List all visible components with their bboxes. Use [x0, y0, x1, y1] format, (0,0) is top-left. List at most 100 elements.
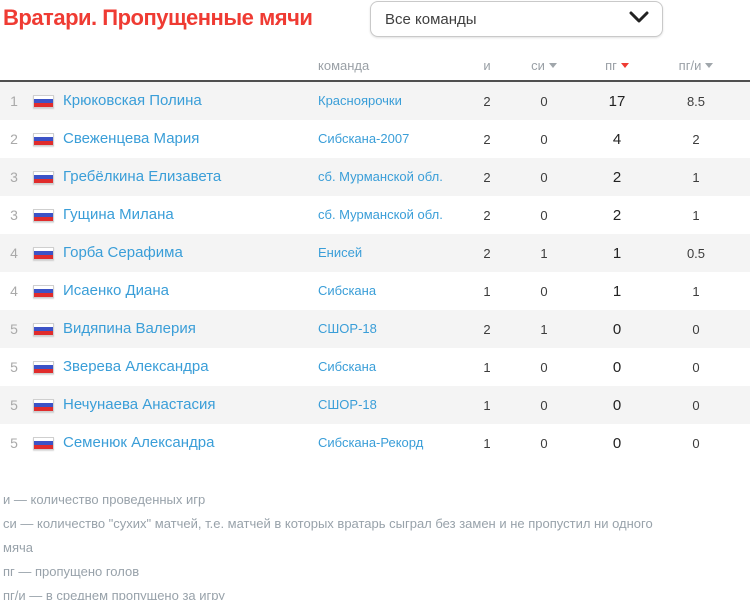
clean-sheets-cell: 1	[540, 245, 548, 261]
games-cell: 2	[483, 207, 491, 223]
rank-cell: 3	[10, 169, 18, 185]
flag-cell	[28, 246, 63, 260]
team-link[interactable]: Сибскана-2007	[318, 131, 410, 146]
team-filter-select[interactable]: Все команды	[370, 1, 663, 37]
player-cell: Крюковская Полина	[63, 92, 318, 110]
games-cell: 2	[483, 131, 491, 147]
rank-cell: 4	[10, 245, 18, 261]
legend: и — количество проведенных игр си — коли…	[3, 488, 653, 600]
conceded-cell: 0	[612, 320, 622, 338]
games-cell: 1	[483, 283, 491, 299]
flag-cell	[28, 94, 63, 108]
player-link[interactable]: Видяпина Валерия	[63, 320, 196, 337]
team-link[interactable]: СШОР-18	[318, 321, 377, 336]
player-link[interactable]: Зверева Александра	[63, 358, 209, 375]
conceded-cell: 1	[612, 244, 622, 262]
player-cell: Семенюк Александра	[63, 434, 318, 452]
per-game-cell: 2	[692, 131, 700, 147]
conceded-cell: 4	[612, 130, 622, 148]
russia-flag-icon	[33, 398, 54, 412]
player-cell: Исаенко Диана	[63, 282, 318, 300]
player-link[interactable]: Свеженцева Мария	[63, 130, 200, 147]
clean-sheets-cell: 0	[540, 359, 548, 375]
team-cell: Сибскана-2007	[318, 130, 463, 148]
clean-sheets-cell: 0	[540, 169, 548, 185]
player-cell: Свеженцева Мария	[63, 130, 318, 148]
team-link[interactable]: Красноярочки	[318, 93, 402, 108]
page-title: Вратари. Пропущенные мячи	[3, 5, 313, 30]
conceded-cell: 2	[612, 168, 622, 186]
player-link[interactable]: Исаенко Диана	[63, 282, 169, 299]
team-link[interactable]: сб. Мурманской обл.	[318, 207, 443, 222]
russia-flag-icon	[33, 284, 54, 298]
player-link[interactable]: Горба Серафима	[63, 244, 183, 261]
team-link[interactable]: Сибскана	[318, 359, 377, 374]
flag-cell	[28, 170, 63, 184]
flag-cell	[28, 132, 63, 146]
rank-cell: 5	[10, 321, 18, 337]
table-row: 5 Зверева Александра Сибскана 1 0 0 0	[0, 348, 750, 386]
topbar: Вратари. Пропущенные мячи Все команды	[0, 0, 750, 44]
conceded-cell: 2	[612, 206, 622, 224]
table-row: 2 Свеженцева Мария Сибскана-2007 2 0 4 2	[0, 120, 750, 158]
flag-cell	[28, 436, 63, 450]
team-link[interactable]: сб. Мурманской обл.	[318, 169, 443, 184]
per-game-cell: 0.5	[686, 245, 706, 261]
player-cell: Гущина Милана	[63, 206, 318, 224]
per-game-cell: 1	[692, 283, 700, 299]
dropdown-chevron-icon	[629, 10, 649, 28]
conceded-cell: 17	[608, 92, 626, 110]
russia-flag-icon	[33, 94, 54, 108]
header-team[interactable]: команда	[318, 58, 370, 73]
table-header-row: команда и си пг пг/и	[0, 56, 750, 82]
legend-line-per-game: пг/и — в среднем пропущено за игру	[3, 588, 225, 600]
header-conceded[interactable]: пг	[577, 58, 657, 73]
player-link[interactable]: Гребёлкина Елизавета	[63, 168, 222, 185]
team-link[interactable]: Сибскана-Рекорд	[318, 435, 424, 450]
player-link[interactable]: Гущина Милана	[63, 206, 174, 223]
table-row: 3 Гущина Милана сб. Мурманской обл. 2 0 …	[0, 196, 750, 234]
per-game-cell: 8.5	[686, 93, 706, 109]
player-cell: Видяпина Валерия	[63, 320, 318, 338]
team-link[interactable]: СШОР-18	[318, 397, 377, 412]
team-cell: сб. Мурманской обл.	[318, 206, 463, 224]
player-link[interactable]: Семенюк Александра	[63, 434, 215, 451]
per-game-cell: 0	[692, 435, 700, 451]
team-cell: Сибскана	[318, 358, 463, 376]
per-game-cell: 1	[692, 207, 700, 223]
team-cell: Сибскана	[318, 282, 463, 300]
clean-sheets-cell: 0	[540, 207, 548, 223]
header-clean-sheets[interactable]: си	[511, 58, 577, 73]
rank-cell: 4	[10, 283, 18, 299]
team-cell: СШОР-18	[318, 320, 463, 338]
table-row: 4 Исаенко Диана Сибскана 1 0 1 1	[0, 272, 750, 310]
sort-desc-icon	[548, 63, 557, 68]
rank-cell: 5	[10, 397, 18, 413]
per-game-cell: 0	[692, 321, 700, 337]
sort-desc-active-icon	[620, 63, 629, 68]
player-link[interactable]: Нечунаева Анастасия	[63, 396, 216, 413]
legend-line-conceded: пг — пропущено голов	[3, 564, 140, 579]
conceded-cell: 0	[612, 358, 622, 376]
team-link[interactable]: Сибскана	[318, 283, 377, 298]
games-cell: 1	[483, 435, 491, 451]
player-link[interactable]: Крюковская Полина	[63, 92, 202, 109]
clean-sheets-cell: 0	[540, 93, 548, 109]
team-cell: Сибскана-Рекорд	[318, 434, 463, 452]
clean-sheets-cell: 0	[540, 131, 548, 147]
team-cell: СШОР-18	[318, 396, 463, 414]
russia-flag-icon	[33, 322, 54, 336]
team-link[interactable]: Енисей	[318, 245, 363, 260]
games-cell: 2	[483, 93, 491, 109]
per-game-cell: 1	[692, 169, 700, 185]
header-per-game[interactable]: пг/и	[657, 58, 735, 73]
rank-cell: 1	[10, 93, 18, 109]
russia-flag-icon	[33, 246, 54, 260]
russia-flag-icon	[33, 208, 54, 222]
header-games[interactable]: и	[483, 58, 491, 73]
flag-cell	[28, 322, 63, 336]
player-cell: Гребёлкина Елизавета	[63, 168, 318, 186]
table-row: 5 Семенюк Александра Сибскана-Рекорд 1 0…	[0, 424, 750, 462]
games-cell: 1	[483, 359, 491, 375]
